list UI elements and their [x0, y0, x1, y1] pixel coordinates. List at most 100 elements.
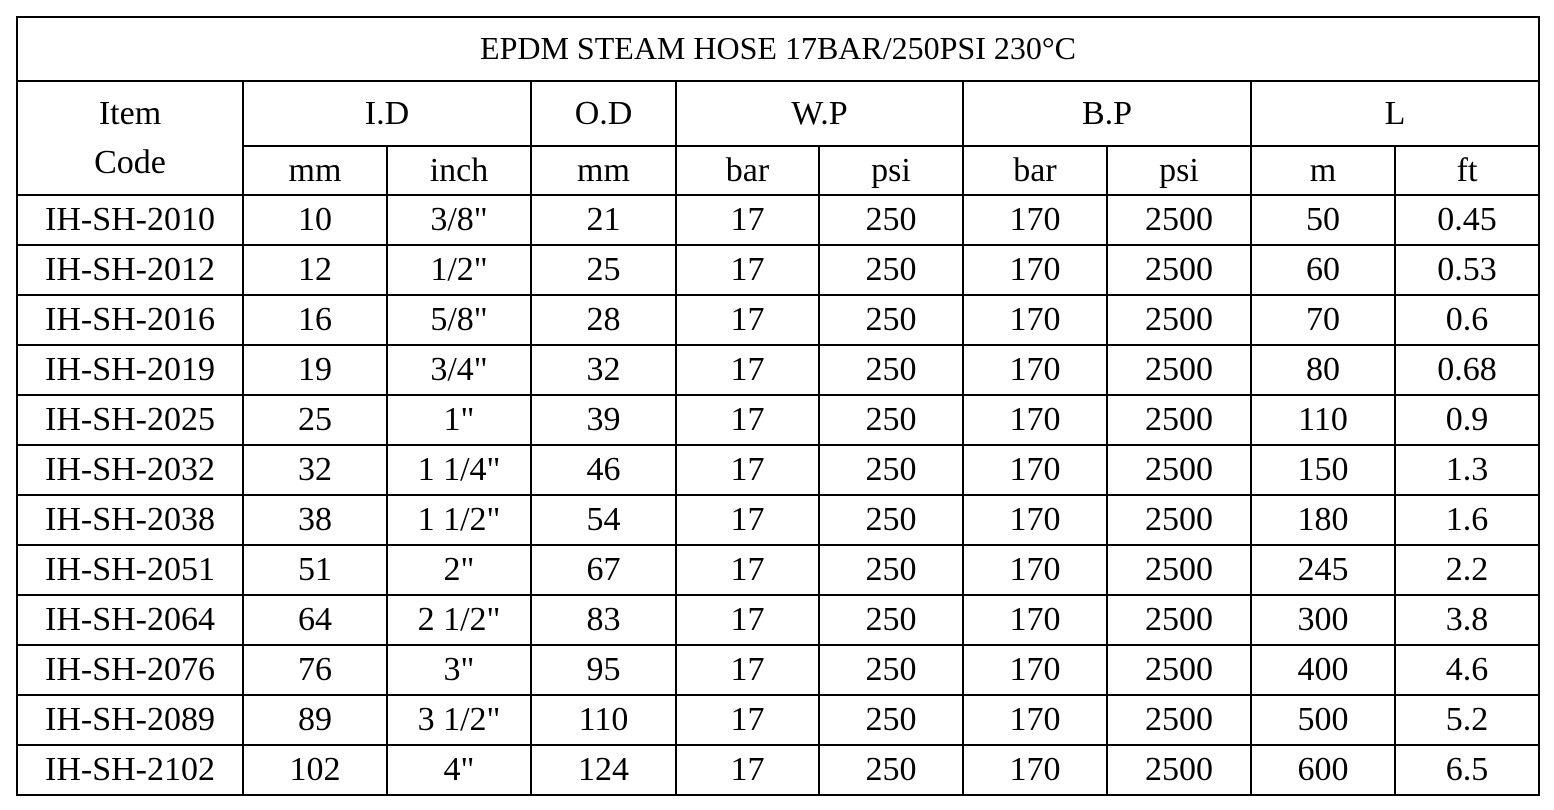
cell: 17: [675, 694, 820, 746]
cell: 17: [675, 344, 820, 396]
cell: 95: [530, 644, 677, 696]
cell: 1 1/2": [386, 494, 532, 546]
cell: 170: [962, 244, 1108, 296]
cell: 3 1/2": [386, 694, 532, 746]
item-code: IH-SH-2019: [16, 344, 244, 396]
cell: 170: [962, 194, 1108, 246]
cell: 3.8: [1393, 594, 1541, 646]
cell: 2500: [1106, 194, 1252, 246]
cell: 0.53: [1393, 244, 1541, 296]
cell: 102: [242, 744, 388, 796]
cell: 2500: [1106, 544, 1252, 596]
cell: 54: [530, 494, 677, 546]
cell: 2500: [1106, 494, 1252, 546]
cell: 2 1/2": [386, 594, 532, 646]
unit-header: inch: [386, 145, 532, 196]
item-code: IH-SH-2025: [16, 394, 244, 446]
cell: 250: [818, 544, 964, 596]
item-code: IH-SH-2012: [16, 244, 244, 296]
group-header-row: Item Code I.D O.D W.P B.P L: [16, 80, 1541, 196]
cell: 2500: [1106, 694, 1252, 746]
cell: 25: [242, 394, 388, 446]
cell: 150: [1250, 444, 1396, 496]
group-header: O.D: [530, 80, 677, 147]
cell: 3/4": [386, 344, 532, 396]
group-header: B.P: [962, 80, 1252, 147]
cell: 0.6: [1393, 294, 1541, 346]
cell: 110: [530, 694, 677, 746]
cell: 2500: [1106, 394, 1252, 446]
cell: 3/8": [386, 194, 532, 246]
cell: 17: [675, 294, 820, 346]
cell: 5/8": [386, 294, 532, 346]
group-header: L: [1249, 80, 1541, 147]
cell: 51: [242, 544, 388, 596]
cell: 32: [242, 444, 388, 496]
group-header: I.D: [242, 80, 532, 147]
unit-header: mm: [242, 145, 388, 196]
cell: 39: [530, 394, 677, 446]
cell: 70: [1250, 294, 1396, 346]
unit-header: bar: [675, 145, 820, 196]
cell: 170: [962, 494, 1108, 546]
item-code: IH-SH-2016: [16, 294, 244, 346]
cell: 250: [818, 744, 964, 796]
cell: 4": [386, 744, 532, 796]
cell: 1": [386, 394, 532, 446]
item-code: IH-SH-2089: [16, 694, 244, 746]
item-code: IH-SH-2010: [16, 194, 244, 246]
cell: 170: [962, 294, 1108, 346]
cell: 17: [675, 494, 820, 546]
cell: 17: [675, 594, 820, 646]
cell: 170: [962, 594, 1108, 646]
cell: 250: [818, 694, 964, 746]
cell: 300: [1250, 594, 1396, 646]
cell: 67: [530, 544, 677, 596]
cell: 3": [386, 644, 532, 696]
cell: 2": [386, 544, 532, 596]
unit-header: bar: [962, 145, 1108, 196]
cell: 19: [242, 344, 388, 396]
cell: 76: [242, 644, 388, 696]
cell: 2500: [1106, 644, 1252, 696]
cell: 124: [530, 744, 677, 796]
data-row: IH-SH-2102 102 4" 124 17 250 170 2500 600 6.5: [16, 744, 1541, 796]
cell: 250: [818, 194, 964, 246]
cell: 16: [242, 294, 388, 346]
cell: 1.3: [1393, 444, 1541, 496]
cell: 250: [818, 244, 964, 296]
cell: 5.2: [1393, 694, 1541, 746]
cell: 110: [1250, 394, 1396, 446]
unit-header: ft: [1393, 145, 1541, 196]
cell: 60: [1250, 244, 1396, 296]
cell: 250: [818, 494, 964, 546]
cell: 180: [1250, 494, 1396, 546]
cell: 2500: [1106, 344, 1252, 396]
cell: 250: [818, 444, 964, 496]
item-code: IH-SH-2064: [16, 594, 244, 646]
data-row: IH-SH-2051 51 2" 67 17 250 170 2500 245 2.2: [16, 544, 1541, 596]
cell: 600: [1250, 744, 1396, 796]
cell: 250: [818, 644, 964, 696]
cell: 4.6: [1393, 644, 1541, 696]
unit-header-row: mm inch mm bar psi bar psi m ft: [17, 145, 1541, 196]
cell: 170: [962, 694, 1108, 746]
cell: 1 1/4": [386, 444, 532, 496]
cell: 64: [242, 594, 388, 646]
cell: 170: [962, 444, 1108, 496]
cell: 170: [962, 344, 1108, 396]
cell: 0.45: [1393, 194, 1541, 246]
table-title: EPDM STEAM HOSE 17BAR/250PSI 230°C: [15, 16, 1541, 82]
cell: 250: [818, 294, 964, 346]
data-row: IH-SH-2064 64 2 1/2" 83 17 250 170 2500 300 3.8: [16, 594, 1541, 646]
cell: 250: [818, 394, 964, 446]
cell: 17: [675, 244, 820, 296]
cell: 10: [242, 194, 388, 246]
cell: 245: [1250, 544, 1396, 596]
cell: 2.2: [1393, 544, 1541, 596]
cell: 28: [530, 294, 677, 346]
data-row: IH-SH-2032 32 1 1/4" 46 17 250 170 2500 150 1.3: [16, 444, 1541, 496]
cell: 2500: [1106, 594, 1252, 646]
item-code: IH-SH-2051: [16, 544, 244, 596]
